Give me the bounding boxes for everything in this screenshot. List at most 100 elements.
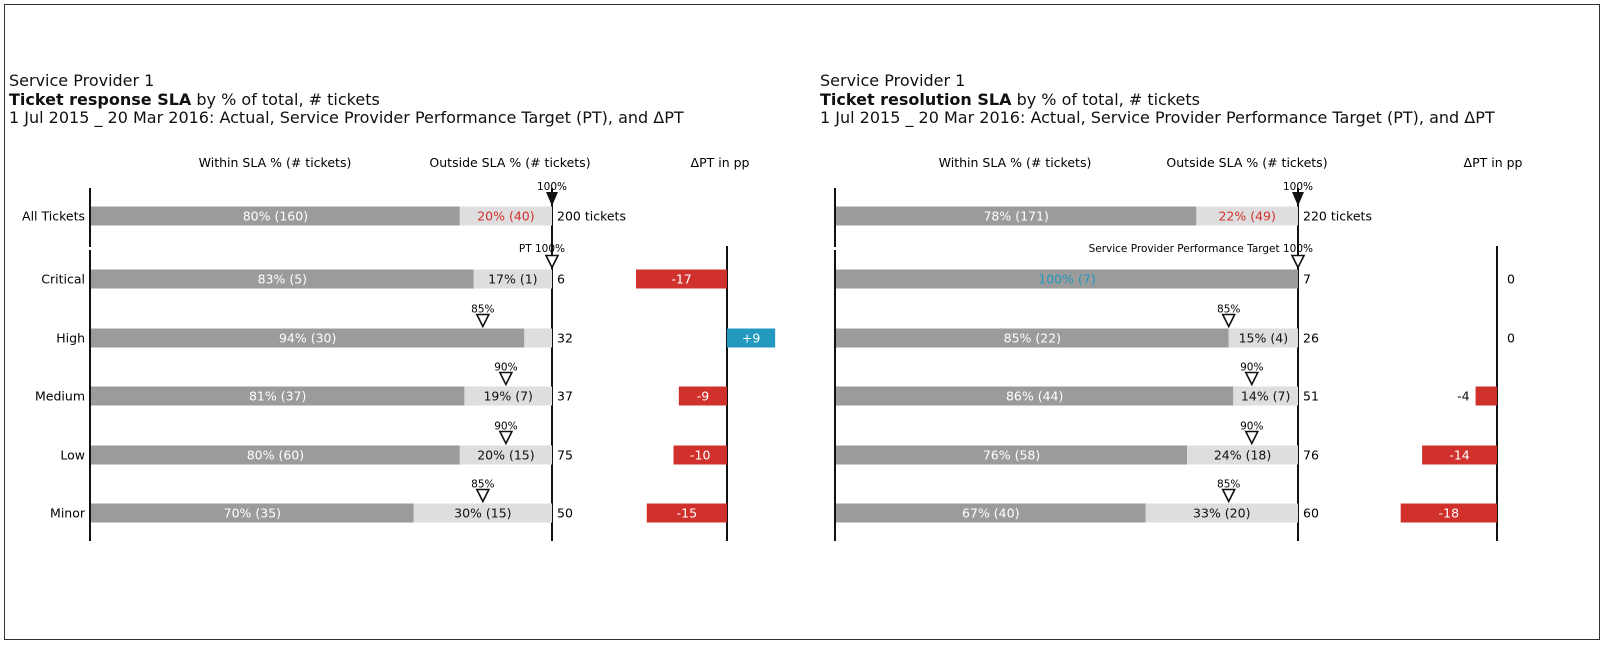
outer-frame: [4, 4, 1600, 640]
ticket-count-label: 26: [1303, 331, 1319, 346]
metric-title: Ticket response SLA by % of total, # tic…: [9, 89, 684, 110]
ticket-count-label: 37: [557, 389, 573, 404]
delta-bar: [646, 503, 727, 523]
delta-value-label: -14: [1449, 448, 1469, 463]
outside-bar: [464, 386, 552, 406]
outside-value-label: 20% (15): [477, 448, 534, 463]
target-marker-triangle: [475, 488, 491, 504]
outside-header: Outside SLA % (# tickets): [429, 155, 590, 170]
total-marker-label: 100%: [537, 181, 567, 193]
total-marker-triangle: [1292, 192, 1304, 206]
outside-bar: [1145, 503, 1298, 523]
period-title: 1 Jul 2015 _ 20 Mar 2016: Actual, Servic…: [9, 108, 684, 127]
delta-bar: [1475, 386, 1497, 406]
within-bar: [91, 206, 460, 226]
response-sla-panel: Service Provider 1 Ticket response SLA b…: [0, 0, 800, 645]
outside-value-label: 15% (4): [1239, 331, 1288, 346]
within-bar: [836, 445, 1188, 465]
target-marker-triangle: [498, 371, 514, 387]
total-marker-label: 100%: [1283, 181, 1313, 193]
response-sla-chart: Within SLA % (# tickets) Outside SLA % (…: [22, 155, 776, 541]
outside-bar: [459, 445, 552, 465]
delta-value-label: +9: [742, 331, 760, 346]
outside-value-label: 19% (7): [483, 389, 532, 404]
within-header: Within SLA % (# tickets): [939, 155, 1092, 170]
outside-value-label: 24% (18): [1214, 448, 1271, 463]
within-value-label: 70% (35): [224, 506, 281, 521]
delta-bar: [678, 386, 727, 406]
within-bar: [91, 269, 474, 289]
ticket-count-label: 76: [1303, 448, 1319, 463]
within-value-label: 67% (40): [962, 506, 1019, 521]
ticket-count-label: 51: [1303, 389, 1319, 404]
resolution-sla-chart: Within SLA % (# tickets) Outside SLA % (…: [834, 155, 1523, 541]
target-marker-label: 85%: [471, 304, 494, 316]
delta-header: ΔPT in pp: [1464, 155, 1523, 170]
outside-value-label: 22% (49): [1218, 209, 1275, 224]
outside-bar: [1187, 445, 1298, 465]
metric-title-bold: Ticket resolution SLA: [820, 89, 1012, 109]
provider-title: Service Provider 1: [9, 71, 155, 90]
within-value-label: 76% (58): [983, 448, 1040, 463]
target-marker-triangle: [1290, 254, 1306, 270]
within-value-label: 80% (60): [247, 448, 304, 463]
target-marker-triangle: [1221, 488, 1236, 504]
delta-bar: [673, 445, 727, 465]
delta-value-label: -4: [1457, 389, 1470, 404]
pt-caption: Service Provider Performance Target 100%: [1089, 243, 1313, 255]
chart-title-block: Service Provider 1 Ticket response SLA b…: [9, 71, 684, 128]
category-label: Minor: [50, 506, 86, 521]
provider-title: Service Provider 1: [820, 71, 966, 90]
target-marker-triangle: [544, 254, 560, 270]
total-marker-triangle: [546, 192, 558, 206]
delta-bar: [1422, 445, 1497, 465]
delta-value-label: -18: [1439, 506, 1459, 521]
delta-header: ΔPT in pp: [691, 155, 750, 170]
pt-caption: PT 100%: [519, 243, 565, 255]
delta-value-label: 0: [1507, 272, 1515, 287]
target-marker-label: 85%: [471, 479, 494, 491]
within-value-label: 86% (44): [1006, 389, 1063, 404]
within-bar: [836, 503, 1146, 523]
delta-value-label: -9: [697, 389, 710, 404]
period-title: 1 Jul 2015 _ 20 Mar 2016: Actual, Servic…: [820, 108, 1495, 127]
within-value-label: 85% (22): [1004, 331, 1061, 346]
outside-bar: [413, 503, 552, 523]
ticket-count-label: 32: [557, 331, 573, 346]
target-marker-triangle: [1244, 371, 1260, 387]
metric-title-rest: by % of total, # tickets: [1011, 89, 1200, 109]
target-marker-label: 85%: [1217, 304, 1240, 316]
delta-value-label: -17: [671, 272, 691, 287]
outside-bar: [459, 206, 552, 226]
outside-header: Outside SLA % (# tickets): [1166, 155, 1327, 170]
target-marker-label: 85%: [1217, 479, 1240, 491]
outside-value-label: 20% (40): [477, 209, 534, 224]
within-value-label: 94% (30): [279, 331, 336, 346]
target-marker-label: 90%: [1240, 421, 1263, 433]
target-marker-triangle: [1221, 313, 1236, 329]
ticket-count-label: 6: [557, 272, 565, 287]
within-value-label: 80% (160): [243, 209, 308, 224]
outside-value-label: 17% (1): [488, 272, 537, 287]
outside-bar: [1228, 328, 1298, 348]
within-bar: [91, 503, 414, 523]
ticket-count-label: 7: [1303, 272, 1311, 287]
within-value-label: 81% (37): [249, 389, 306, 404]
within-value-label: 83% (5): [258, 272, 307, 287]
within-value-label: 78% (171): [983, 209, 1048, 224]
delta-value-label: 0: [1507, 331, 1515, 346]
within-bar: [836, 269, 1298, 289]
category-label: Low: [60, 448, 85, 463]
outside-bar: [1196, 206, 1298, 226]
outside-value-label: 30% (15): [454, 506, 511, 521]
metric-title-rest: by % of total, # tickets: [191, 89, 380, 109]
outside-bar: [1233, 386, 1298, 406]
delta-bar: [1400, 503, 1497, 523]
delta-value-label: -10: [690, 448, 710, 463]
target-marker-triangle: [498, 430, 514, 446]
ticket-count-label: 50: [557, 506, 573, 521]
outside-bar: [524, 328, 552, 348]
chart-title-block: Service Provider 1 Ticket resolution SLA…: [820, 71, 1495, 128]
delta-value-label: -15: [677, 506, 697, 521]
category-label: Critical: [41, 272, 85, 287]
